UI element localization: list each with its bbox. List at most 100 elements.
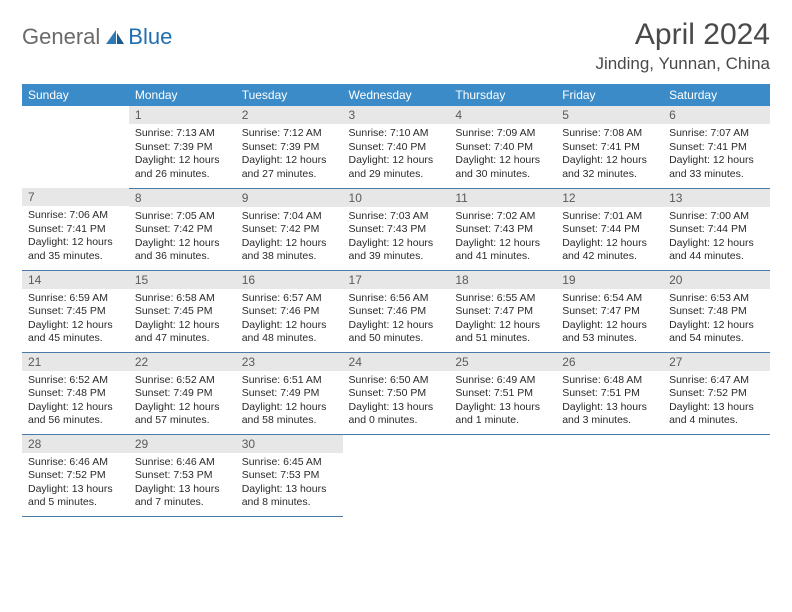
sunset-line: Sunset: 7:44 PM xyxy=(669,223,764,237)
daylight-line-1: Daylight: 12 hours xyxy=(28,236,123,250)
daylight-line-1: Daylight: 12 hours xyxy=(135,154,230,168)
calendar-day-cell: 14Sunrise: 6:59 AMSunset: 7:45 PMDayligh… xyxy=(22,270,129,352)
day-content: Sunrise: 6:55 AMSunset: 7:47 PMDaylight:… xyxy=(449,289,556,352)
calendar-day-cell: 1Sunrise: 7:13 AMSunset: 7:39 PMDaylight… xyxy=(129,106,236,188)
logo-text-blue: Blue xyxy=(128,24,172,50)
calendar-day-cell: 21Sunrise: 6:52 AMSunset: 7:48 PMDayligh… xyxy=(22,352,129,434)
sunset-line: Sunset: 7:46 PM xyxy=(349,305,444,319)
daylight-line-2: and 4 minutes. xyxy=(669,414,764,428)
calendar-day-cell: 30Sunrise: 6:45 AMSunset: 7:53 PMDayligh… xyxy=(236,434,343,516)
daylight-line-1: Daylight: 13 hours xyxy=(562,401,657,415)
daylight-line-1: Daylight: 12 hours xyxy=(669,319,764,333)
daylight-line-1: Daylight: 12 hours xyxy=(455,237,550,251)
daylight-line-1: Daylight: 12 hours xyxy=(455,154,550,168)
daylight-line-1: Daylight: 12 hours xyxy=(562,154,657,168)
calendar-day-cell: 28Sunrise: 6:46 AMSunset: 7:52 PMDayligh… xyxy=(22,434,129,516)
calendar-day-cell: 15Sunrise: 6:58 AMSunset: 7:45 PMDayligh… xyxy=(129,270,236,352)
daylight-line-1: Daylight: 12 hours xyxy=(242,237,337,251)
sunset-line: Sunset: 7:51 PM xyxy=(562,387,657,401)
daylight-line-2: and 44 minutes. xyxy=(669,250,764,264)
sunrise-line: Sunrise: 7:13 AM xyxy=(135,127,230,141)
day-header: Sunday xyxy=(22,84,129,106)
sunrise-line: Sunrise: 6:49 AM xyxy=(455,374,550,388)
logo-text-general: General xyxy=(22,24,100,50)
calendar-day-cell: 29Sunrise: 6:46 AMSunset: 7:53 PMDayligh… xyxy=(129,434,236,516)
sunrise-line: Sunrise: 6:50 AM xyxy=(349,374,444,388)
daylight-line-2: and 50 minutes. xyxy=(349,332,444,346)
sunrise-line: Sunrise: 7:02 AM xyxy=(455,210,550,224)
day-content: Sunrise: 7:01 AMSunset: 7:44 PMDaylight:… xyxy=(556,207,663,270)
calendar-day-cell: 7Sunrise: 7:06 AMSunset: 7:41 PMDaylight… xyxy=(22,188,129,270)
day-content: Sunrise: 7:10 AMSunset: 7:40 PMDaylight:… xyxy=(343,124,450,187)
daylight-line-2: and 8 minutes. xyxy=(242,496,337,510)
sunset-line: Sunset: 7:41 PM xyxy=(669,141,764,155)
day-number: 11 xyxy=(449,189,556,207)
daylight-line-2: and 58 minutes. xyxy=(242,414,337,428)
sunset-line: Sunset: 7:45 PM xyxy=(28,305,123,319)
day-content: Sunrise: 6:50 AMSunset: 7:50 PMDaylight:… xyxy=(343,371,450,434)
sunrise-line: Sunrise: 6:56 AM xyxy=(349,292,444,306)
day-number: 23 xyxy=(236,353,343,371)
daylight-line-1: Daylight: 13 hours xyxy=(135,483,230,497)
sunrise-line: Sunrise: 7:04 AM xyxy=(242,210,337,224)
calendar-day-cell: 16Sunrise: 6:57 AMSunset: 7:46 PMDayligh… xyxy=(236,270,343,352)
day-content: Sunrise: 7:04 AMSunset: 7:42 PMDaylight:… xyxy=(236,207,343,270)
day-content: Sunrise: 7:07 AMSunset: 7:41 PMDaylight:… xyxy=(663,124,770,187)
calendar-day-cell xyxy=(343,434,450,516)
sunset-line: Sunset: 7:40 PM xyxy=(455,141,550,155)
day-number: 4 xyxy=(449,106,556,124)
sunrise-line: Sunrise: 6:58 AM xyxy=(135,292,230,306)
day-number: 13 xyxy=(663,189,770,207)
day-number: 20 xyxy=(663,271,770,289)
daylight-line-2: and 54 minutes. xyxy=(669,332,764,346)
daylight-line-2: and 53 minutes. xyxy=(562,332,657,346)
daylight-line-2: and 0 minutes. xyxy=(349,414,444,428)
day-number: 2 xyxy=(236,106,343,124)
daylight-line-2: and 26 minutes. xyxy=(135,168,230,182)
day-number: 30 xyxy=(236,435,343,453)
day-content: Sunrise: 7:06 AMSunset: 7:41 PMDaylight:… xyxy=(22,206,129,269)
daylight-line-1: Daylight: 12 hours xyxy=(455,319,550,333)
day-content: Sunrise: 7:12 AMSunset: 7:39 PMDaylight:… xyxy=(236,124,343,187)
sunrise-line: Sunrise: 6:46 AM xyxy=(28,456,123,470)
daylight-line-1: Daylight: 12 hours xyxy=(135,319,230,333)
daylight-line-2: and 3 minutes. xyxy=(562,414,657,428)
calendar-week-row: 28Sunrise: 6:46 AMSunset: 7:52 PMDayligh… xyxy=(22,434,770,516)
daylight-line-1: Daylight: 12 hours xyxy=(562,237,657,251)
logo-sail-icon xyxy=(104,28,126,46)
daylight-line-1: Daylight: 12 hours xyxy=(669,154,764,168)
calendar-day-cell xyxy=(556,434,663,516)
daylight-line-1: Daylight: 12 hours xyxy=(349,319,444,333)
calendar-day-cell: 10Sunrise: 7:03 AMSunset: 7:43 PMDayligh… xyxy=(343,188,450,270)
day-header: Monday xyxy=(129,84,236,106)
day-number: 10 xyxy=(343,189,450,207)
day-content: Sunrise: 7:08 AMSunset: 7:41 PMDaylight:… xyxy=(556,124,663,187)
calendar-day-cell: 6Sunrise: 7:07 AMSunset: 7:41 PMDaylight… xyxy=(663,106,770,188)
calendar-day-cell: 18Sunrise: 6:55 AMSunset: 7:47 PMDayligh… xyxy=(449,270,556,352)
day-content: Sunrise: 6:54 AMSunset: 7:47 PMDaylight:… xyxy=(556,289,663,352)
sunrise-line: Sunrise: 6:57 AM xyxy=(242,292,337,306)
day-number: 1 xyxy=(129,106,236,124)
daylight-line-2: and 42 minutes. xyxy=(562,250,657,264)
sunrise-line: Sunrise: 7:12 AM xyxy=(242,127,337,141)
sunset-line: Sunset: 7:46 PM xyxy=(242,305,337,319)
daylight-line-2: and 36 minutes. xyxy=(135,250,230,264)
sunset-line: Sunset: 7:41 PM xyxy=(28,223,123,237)
sunrise-line: Sunrise: 6:45 AM xyxy=(242,456,337,470)
sunrise-line: Sunrise: 6:53 AM xyxy=(669,292,764,306)
day-content: Sunrise: 6:52 AMSunset: 7:49 PMDaylight:… xyxy=(129,371,236,434)
sunset-line: Sunset: 7:42 PM xyxy=(135,223,230,237)
sunset-line: Sunset: 7:45 PM xyxy=(135,305,230,319)
daylight-line-2: and 56 minutes. xyxy=(28,414,123,428)
day-header: Thursday xyxy=(449,84,556,106)
daylight-line-1: Daylight: 13 hours xyxy=(669,401,764,415)
calendar-table: SundayMondayTuesdayWednesdayThursdayFrid… xyxy=(22,84,770,517)
day-header: Wednesday xyxy=(343,84,450,106)
calendar-day-cell: 26Sunrise: 6:48 AMSunset: 7:51 PMDayligh… xyxy=(556,352,663,434)
sunset-line: Sunset: 7:47 PM xyxy=(562,305,657,319)
sunset-line: Sunset: 7:49 PM xyxy=(135,387,230,401)
calendar-day-cell xyxy=(22,106,129,188)
calendar-day-cell: 11Sunrise: 7:02 AMSunset: 7:43 PMDayligh… xyxy=(449,188,556,270)
sunset-line: Sunset: 7:47 PM xyxy=(455,305,550,319)
daylight-line-2: and 7 minutes. xyxy=(135,496,230,510)
